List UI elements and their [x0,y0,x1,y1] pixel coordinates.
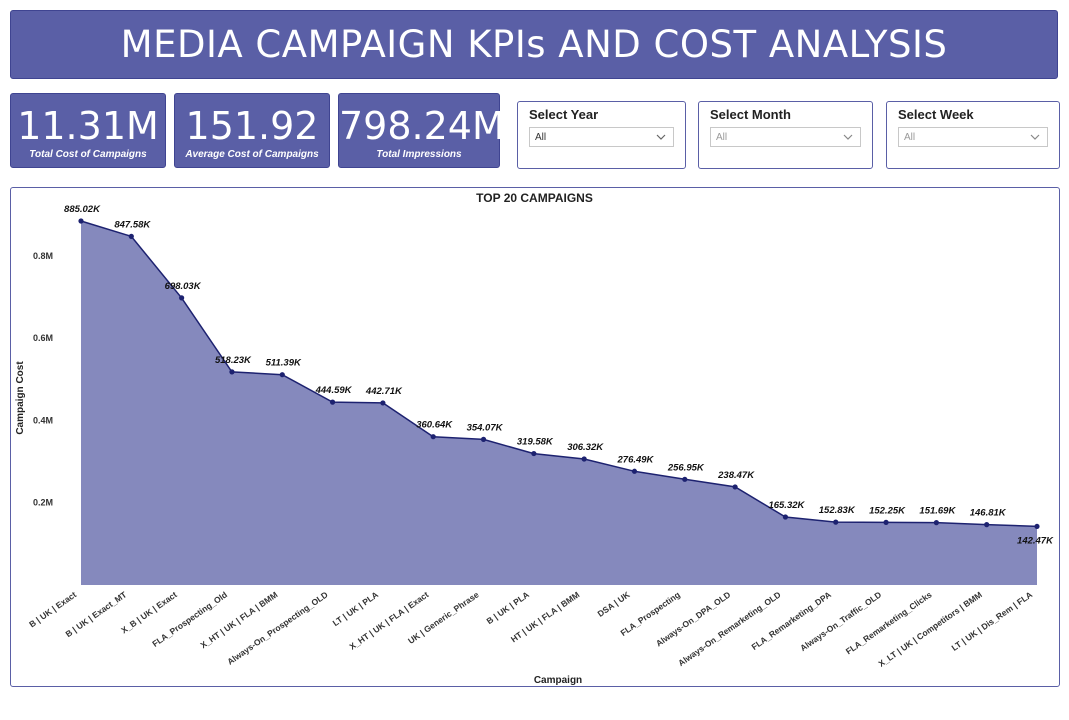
data-point[interactable] [279,372,285,378]
data-point[interactable] [329,399,336,405]
x-tick-label: LT | UK | Dis_Rem | FLA [950,589,1035,652]
data-label: 142.47K [1017,535,1054,546]
dashboard-header: MEDIA CAMPAIGN KPIs AND COST ANALYSIS [10,10,1058,79]
data-point[interactable] [732,484,738,490]
data-point[interactable] [179,295,185,301]
data-point[interactable] [984,522,990,528]
slicer-month: Select Month All [698,101,873,169]
data-point[interactable] [933,520,939,526]
x-tick-label: FLA_Remarketing_Clicks [844,589,934,656]
data-label: 442.71K [365,386,403,397]
data-label: 238.47K [717,470,755,481]
data-point[interactable] [883,519,889,525]
page-title: MEDIA CAMPAIGN KPIs AND COST ANALYSIS [120,23,948,66]
data-label: 152.25K [869,505,906,516]
x-tick-label: B | UK | Exact [27,589,78,629]
slicer-week: Select Week All [886,101,1060,169]
data-label: 847.58K [114,219,151,230]
data-label: 319.58K [517,437,554,448]
kpi-card-average-cost: 151.92 Average Cost of Campaigns [174,93,330,168]
slicer-title: Select Week [898,107,974,122]
data-label: 885.02K [64,204,101,215]
y-tick-label: 0.8M [33,251,53,261]
data-label: 151.69K [919,506,956,517]
data-point[interactable] [229,369,235,375]
kpi-value: 11.31M [17,104,159,148]
y-axis-label: Campaign Cost [15,361,26,435]
data-label: 698.03K [165,281,202,292]
x-tick-label: LT | UK | PLA [331,589,380,628]
data-point[interactable] [581,456,587,462]
data-label: 165.32K [768,500,805,511]
chart-title: TOP 20 CAMPAIGNS [476,191,593,205]
data-point[interactable] [1034,523,1040,530]
x-tick-label: DSA | UK [596,589,633,619]
chevron-down-icon [656,134,666,140]
y-tick-label: 0.4M [33,415,53,425]
slicer-title: Select Month [710,107,791,122]
data-label: 518.23K [215,355,252,366]
dropdown-value: All [535,132,547,143]
data-label: 152.83K [819,505,856,516]
kpi-value: 798.24M [339,104,505,148]
series-line [80,220,1038,528]
area-fill [81,221,1037,585]
data-label: 444.59K [315,385,353,396]
data-point[interactable] [430,434,436,440]
data-label: 360.64K [416,420,453,431]
month-dropdown[interactable]: All [710,127,861,147]
dropdown-value: All [904,132,916,143]
data-point[interactable] [631,468,638,474]
data-points [78,218,1040,530]
data-point[interactable] [380,400,386,406]
x-tick-label: Always-On_Remarketing_OLD [676,589,782,668]
data-label: 306.32K [567,442,604,453]
data-label: 511.39K [266,358,302,369]
data-point[interactable] [531,450,537,457]
dropdown-value: All [716,132,728,143]
kpi-label: Total Impressions [376,149,462,160]
kpi-card-total-cost: 11.31M Total Cost of Campaigns [10,93,166,168]
x-tick-label: X_LT | UK | Competitors | BMM [876,589,983,668]
x-axis-label: Campaign [534,675,582,686]
week-dropdown[interactable]: All [898,127,1048,147]
data-point[interactable] [480,436,487,442]
slicer-year: Select Year All [517,101,686,169]
data-label: 146.81K [970,508,1007,519]
data-point[interactable] [78,218,84,224]
chevron-down-icon [843,134,853,140]
data-labels: 885.02K 847.58K 698.03K 518.23K 511.39K 444.5… [64,204,1054,546]
data-point[interactable] [682,476,688,482]
data-label: 256.95K [667,462,705,473]
y-tick-label: 0.6M [33,333,53,343]
slicer-title: Select Year [529,107,599,122]
kpi-card-total-impressions: 798.24M Total Impressions [338,93,505,168]
data-point[interactable] [128,233,134,239]
kpi-label: Average Cost of Campaigns [185,149,319,160]
kpi-label: Total Cost of Campaigns [29,149,147,160]
x-tick-label: Always-On_Traffic_OLD [798,589,883,653]
chevron-down-icon [1030,134,1040,140]
x-tick-label: Always-On_Prospecting_OLD [225,589,329,666]
data-point[interactable] [782,514,789,520]
y-tick-label: 0.2M [33,498,53,508]
year-dropdown[interactable]: All [529,127,674,147]
data-point[interactable] [833,519,839,525]
data-label: 354.07K [467,422,504,433]
kpi-value: 151.92 [185,104,319,148]
data-label: 276.49K [617,454,655,465]
x-tick-label: B | UK | PLA [485,589,531,626]
y-axis-ticks: 0.2M 0.4M 0.6M 0.8M [33,251,53,508]
